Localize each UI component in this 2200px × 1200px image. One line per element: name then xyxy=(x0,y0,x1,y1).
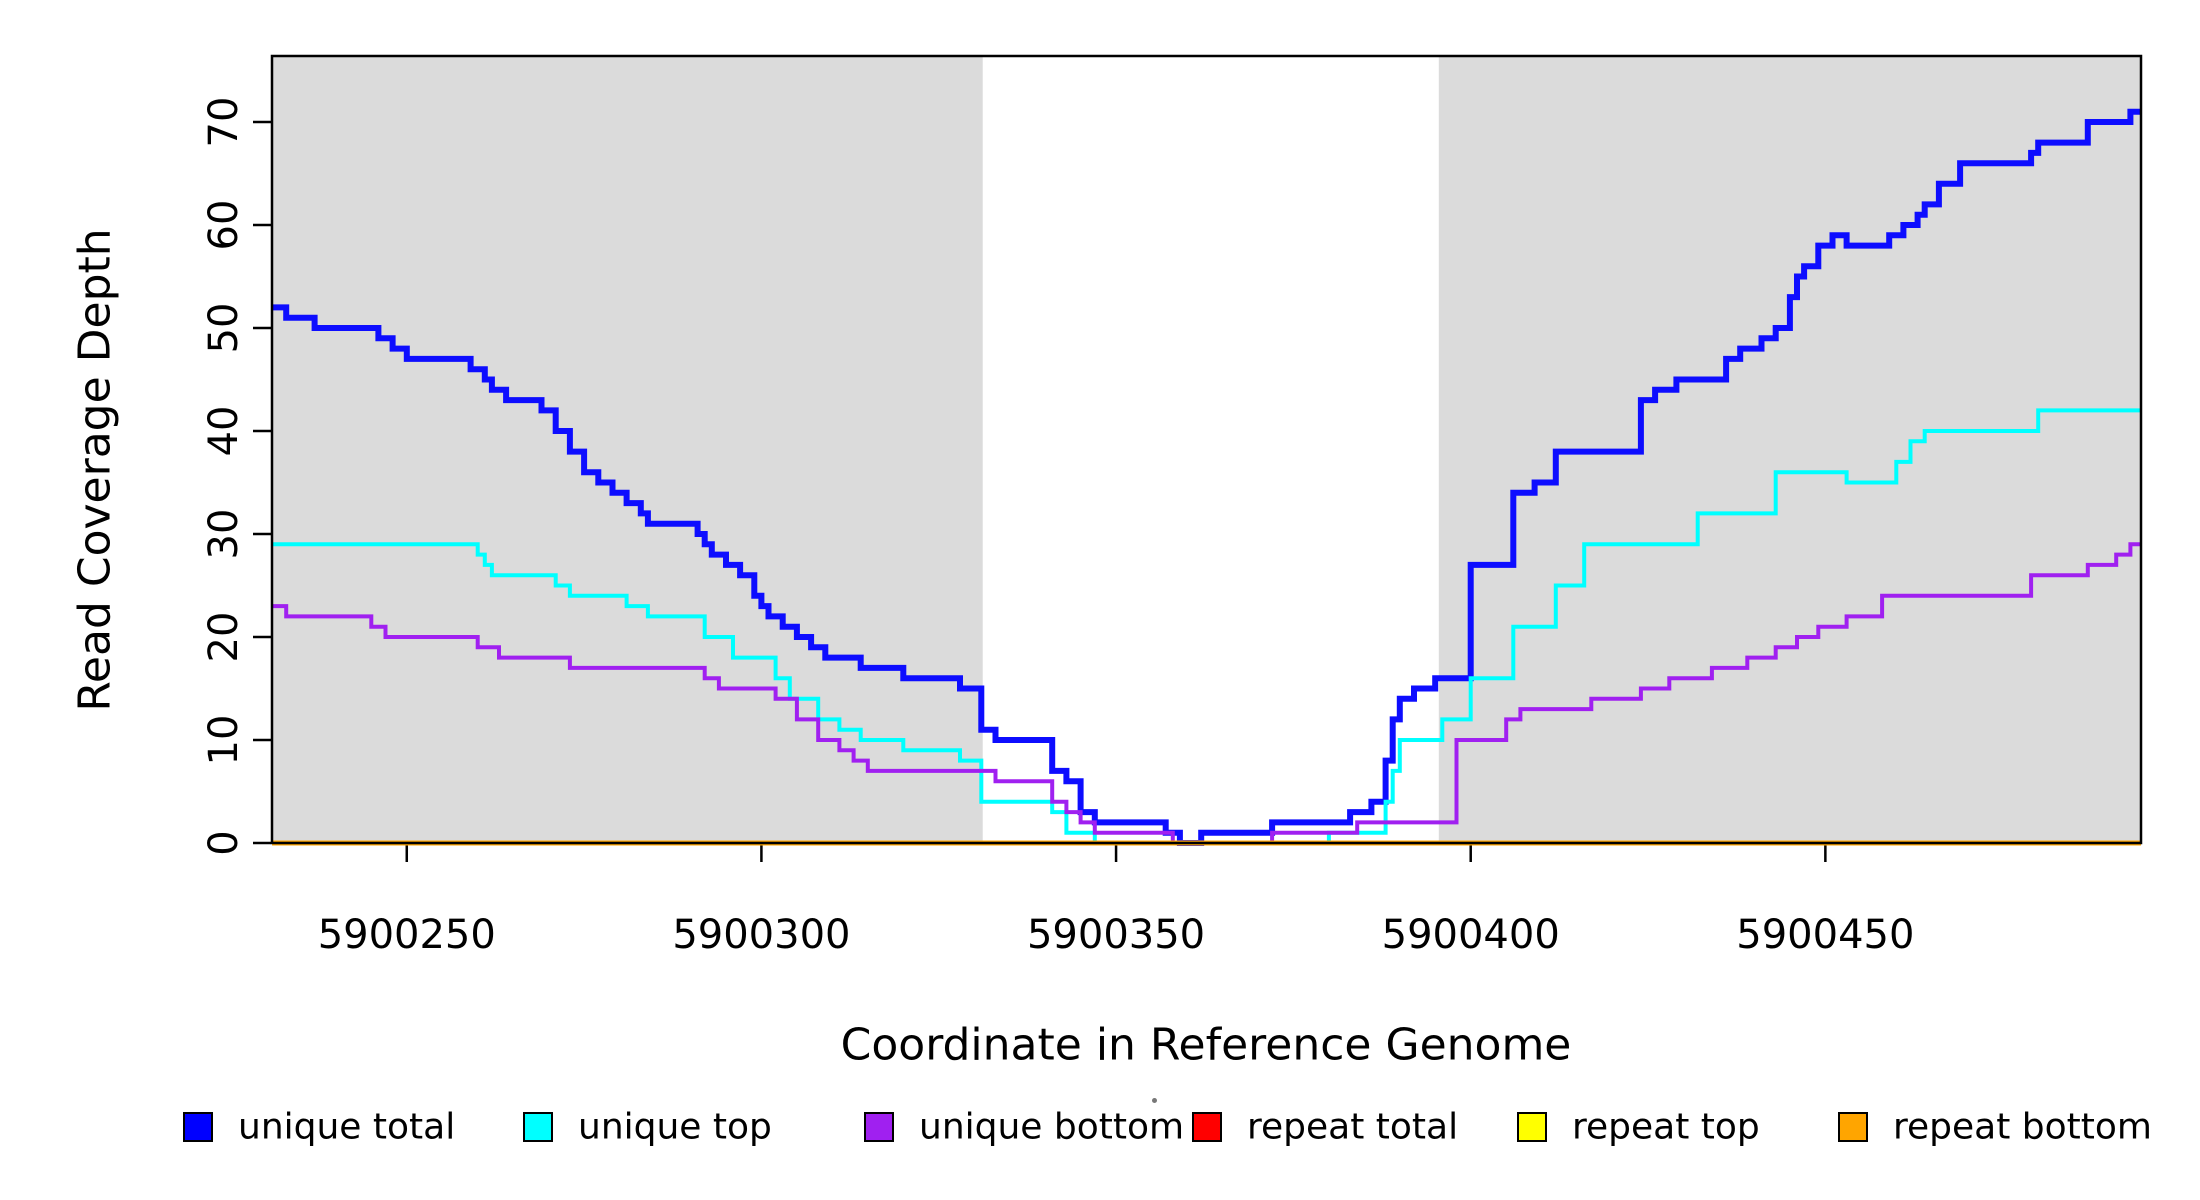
shaded-region-1 xyxy=(272,57,983,842)
y-tick-label: 70 xyxy=(201,97,247,148)
x-tick-label: 5900300 xyxy=(672,912,850,958)
stray-dot-artifact xyxy=(1152,1098,1157,1103)
series-unique-bottom xyxy=(272,542,2141,845)
x-tick-label: 5900350 xyxy=(1027,912,1205,958)
y-axis-title: Read Coverage Depth xyxy=(69,228,121,712)
y-tick-label: 40 xyxy=(201,406,247,457)
legend-swatch-icon xyxy=(864,1112,894,1142)
legend-swatch-icon xyxy=(1192,1112,1222,1142)
legend-label: unique top xyxy=(578,1106,772,1148)
y-tick-label: 0 xyxy=(201,830,247,855)
x-tick-label: 5900250 xyxy=(318,912,496,958)
legend-label: repeat bottom xyxy=(1893,1106,2152,1148)
x-tick-label: 5900450 xyxy=(1736,912,1914,958)
x-axis-title: Coordinate in Reference Genome xyxy=(840,1019,1572,1071)
plot-border xyxy=(270,54,2143,845)
legend-label: repeat top xyxy=(1572,1106,1760,1148)
legend-swatch-icon xyxy=(1517,1112,1547,1142)
y-tick-label: 20 xyxy=(201,612,247,663)
legend-swatch-icon xyxy=(183,1112,213,1142)
y-tick-label: 30 xyxy=(201,509,247,560)
shaded-region-2 xyxy=(1438,57,2141,842)
legend-swatch-icon xyxy=(523,1112,553,1142)
y-tick-label: 60 xyxy=(201,200,247,251)
series-unique-total xyxy=(272,108,2141,846)
series-unique-top xyxy=(272,408,2141,845)
y-tick-label: 50 xyxy=(201,303,247,354)
legend-swatch-icon xyxy=(1838,1112,1868,1142)
legend-label: unique total xyxy=(238,1106,456,1148)
legend-label: repeat total xyxy=(1247,1106,1459,1148)
y-tick-label: 10 xyxy=(201,715,247,766)
legend-label: unique bottom xyxy=(919,1106,1185,1148)
x-tick-label: 5900400 xyxy=(1382,912,1560,958)
